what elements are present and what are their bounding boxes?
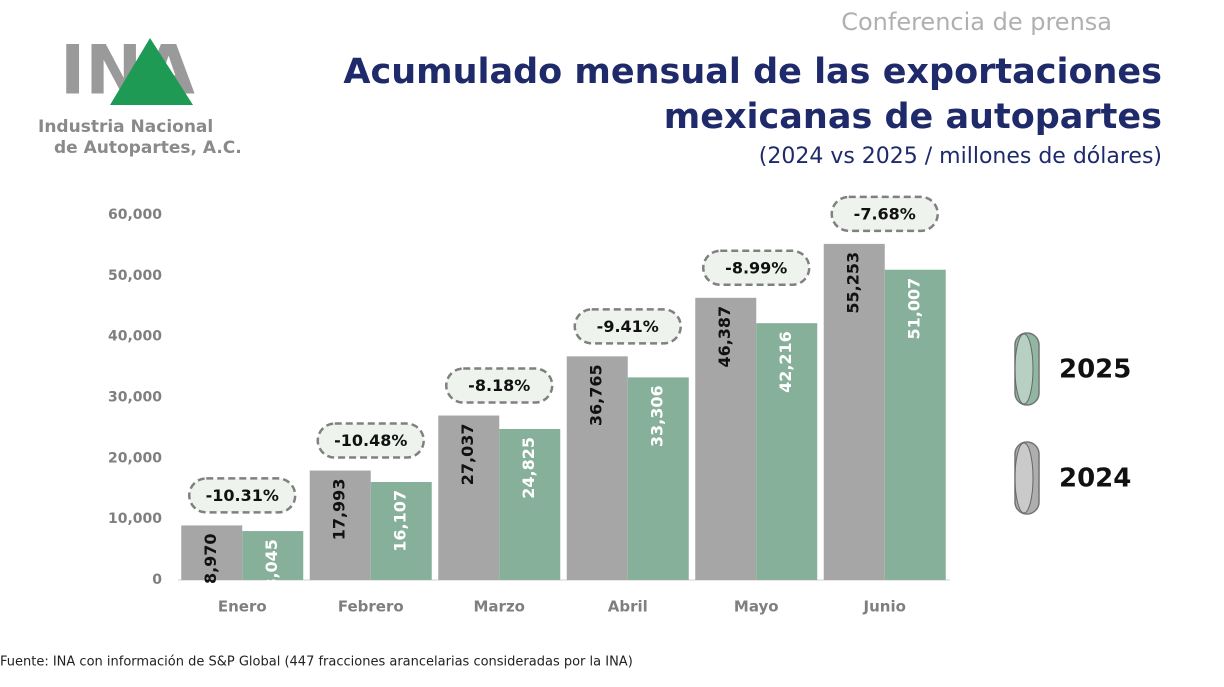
annotation: -8.18% (468, 376, 530, 395)
y-tick-label: 0 (152, 572, 162, 588)
chart-subtitle: (2024 vs 2025 / millones de dólares) (759, 144, 1162, 169)
bar (695, 297, 757, 580)
value-label: 36,765 (587, 364, 606, 426)
bar (884, 269, 946, 580)
bar (181, 525, 243, 580)
annotation: -10.31% (206, 486, 279, 505)
value-label: 42,216 (776, 331, 795, 393)
x-tick-label: Febrero (338, 598, 404, 616)
annotation-pill (830, 195, 939, 233)
bar (499, 428, 561, 580)
annotation-pill (188, 477, 297, 514)
y-tick-label: 60,000 (108, 207, 162, 223)
annotation: -8.99% (725, 258, 787, 277)
value-label: 33,306 (648, 385, 667, 447)
value-label: 55,253 (844, 252, 863, 314)
value-label: 51,007 (905, 278, 924, 340)
x-tick-label: Marzo (474, 598, 525, 616)
bar (756, 323, 818, 580)
x-tick-label: Enero (218, 598, 267, 616)
logo-text: de Autopartes, A.C. (54, 138, 242, 158)
legend-label: 2025 (1059, 355, 1131, 385)
y-tick-label: 20,000 (108, 450, 162, 466)
value-label: 24,825 (519, 437, 538, 499)
header: Conferencia de prensa (841, 8, 1112, 36)
value-label: 8,045 (262, 539, 281, 590)
x-tick-label: Mayo (734, 598, 779, 616)
annotation: -7.68% (854, 204, 916, 223)
value-label: 27,037 (458, 424, 477, 486)
annotation: -10.48% (334, 431, 407, 450)
logo-triangle (110, 38, 193, 105)
annotation-pill (573, 308, 682, 345)
logo: INA Industria Nacional de Autopartes, A.… (38, 32, 242, 158)
bar (370, 482, 432, 580)
annotation-pill (702, 249, 811, 287)
x-tick-label: Abril (608, 598, 648, 616)
bar (627, 377, 689, 580)
bar (566, 356, 628, 580)
annotation-pill (445, 367, 554, 404)
legend-swatch-cap (1014, 442, 1034, 514)
source-note: Fuente: INA con información de S&P Globa… (0, 655, 633, 670)
annotation-pill (316, 422, 425, 459)
value-label: 8,970 (201, 533, 220, 584)
y-tick-label: 50,000 (108, 268, 162, 284)
bar (242, 531, 304, 580)
chart-title: Acumulado mensual de las exportaciones (343, 52, 1162, 92)
y-tick-label: 40,000 (108, 329, 162, 345)
bar (438, 415, 500, 580)
x-tick-label: Junio (863, 598, 906, 616)
legend-swatch-cap (1014, 333, 1034, 405)
y-tick-label: 10,000 (108, 511, 162, 527)
value-label: 17,993 (330, 479, 349, 541)
legend-label: 2024 (1059, 464, 1131, 494)
y-tick-label: 30,000 (108, 390, 162, 406)
value-label: 16,107 (391, 490, 410, 552)
bar (823, 243, 885, 581)
value-label: 46,387 (715, 306, 734, 368)
logo-text: Industria Nacional (38, 117, 213, 137)
annotation: -9.41% (597, 317, 659, 336)
chart-title: mexicanas de autopartes (664, 97, 1162, 137)
bar (309, 470, 371, 580)
